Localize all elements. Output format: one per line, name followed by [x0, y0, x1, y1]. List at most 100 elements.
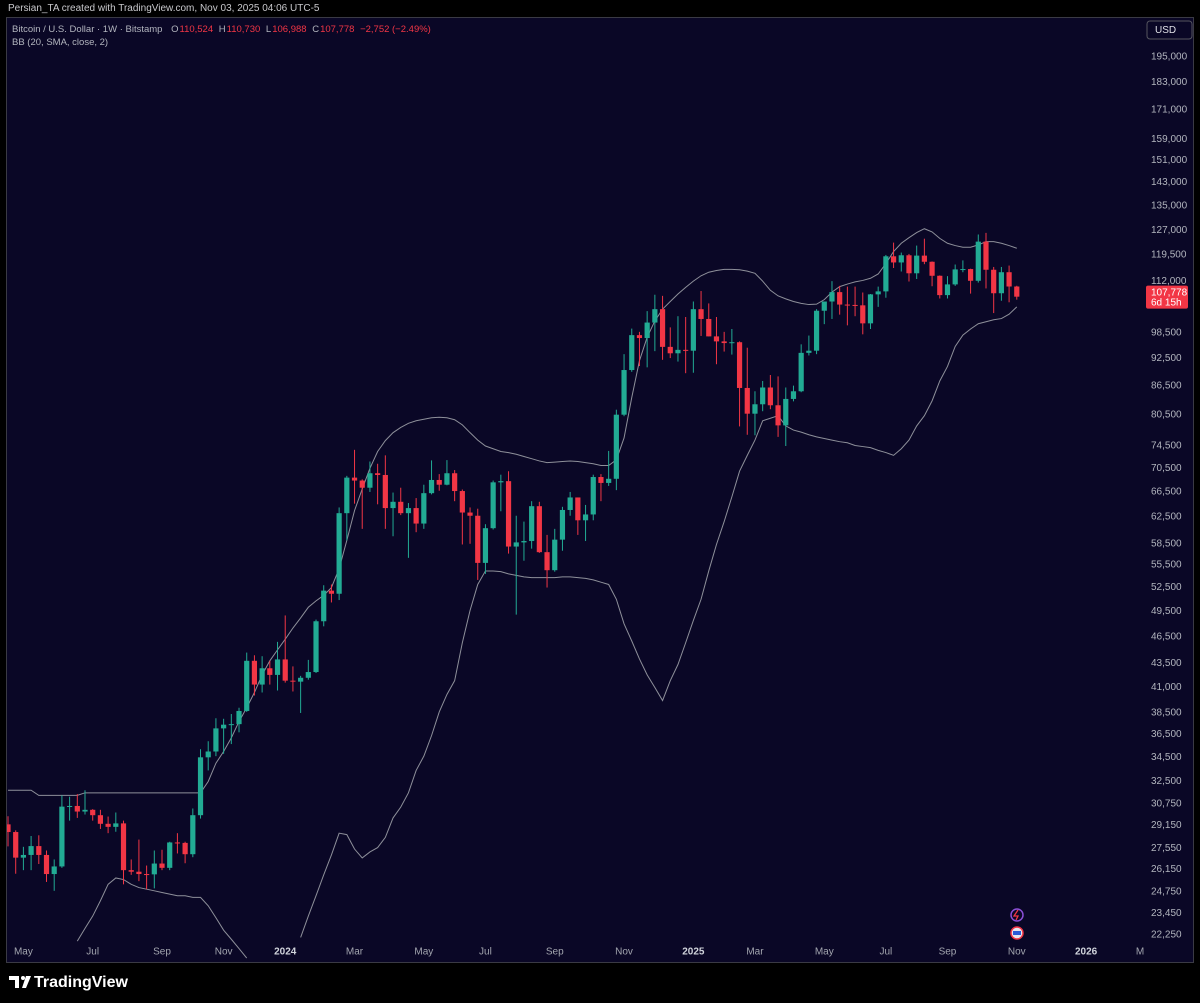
candle-body: [359, 480, 365, 488]
candle-body: [929, 261, 935, 276]
y-tick-label: 135,000: [1151, 200, 1188, 211]
candle-body: [367, 473, 373, 488]
x-tick-label: Jul: [879, 947, 892, 958]
candle-body: [644, 322, 650, 339]
candle-body: [713, 336, 720, 342]
candle-body: [167, 842, 173, 868]
candle-body: [991, 269, 997, 294]
candle-body: [867, 294, 874, 324]
candle-body: [821, 301, 827, 311]
candle-body: [13, 832, 19, 858]
x-tick-label: Jul: [86, 947, 99, 958]
candle-body: [513, 542, 519, 547]
candle-body: [298, 677, 304, 682]
candle-body: [998, 272, 1004, 294]
x-tick-label: Nov: [1008, 947, 1026, 958]
x-tick-label: Mar: [746, 947, 764, 958]
ohlc-value: 107,778: [320, 24, 355, 35]
candle-body: [767, 387, 773, 406]
x-tick-label: May: [14, 947, 33, 958]
y-tick-label: 43,500: [1151, 658, 1182, 669]
y-tick-label: 66,500: [1151, 487, 1182, 498]
candle-body: [944, 284, 951, 296]
y-tick-label: 41,000: [1151, 682, 1182, 693]
candle-body: [775, 405, 781, 426]
candle-body: [67, 805, 73, 807]
candle-body: [829, 292, 835, 302]
candle-body: [190, 815, 196, 855]
candle-body: [621, 370, 627, 415]
event-icon-glyph: [1012, 909, 1020, 921]
candle-body: [274, 659, 281, 675]
candle-body: [983, 241, 989, 270]
y-tick-label: 143,000: [1151, 177, 1188, 188]
candle-body: [613, 414, 619, 479]
y-tick-label: 127,000: [1151, 225, 1188, 236]
x-tick-label: Nov: [215, 947, 233, 958]
y-tick-label: 30,750: [1151, 798, 1182, 809]
candle-body: [20, 854, 27, 858]
brand-logo: TradingView: [9, 974, 129, 991]
candle-body: [74, 805, 80, 812]
band-line: [8, 228, 1017, 796]
candle-body: [698, 309, 704, 319]
candle-body: [567, 497, 573, 510]
candle-body: [813, 310, 820, 351]
candle-body: [675, 349, 681, 354]
candle-body: [28, 846, 34, 855]
header: Persian_TA created with TradingView.com,…: [8, 3, 320, 14]
x-tick-label: May: [815, 947, 834, 958]
candle-body: [136, 871, 142, 875]
y-tick-label: 27,550: [1151, 843, 1182, 854]
x-tick-label: M: [1136, 947, 1144, 958]
candle-body: [659, 309, 666, 347]
candle-body: [729, 342, 735, 344]
y-tick-label: 80,500: [1151, 409, 1182, 420]
y-tick-label: 98,500: [1151, 328, 1182, 339]
candle-body: [382, 474, 388, 509]
brand-icon: [22, 976, 31, 988]
ohlc-key: C: [312, 24, 320, 35]
candle-body: [575, 497, 581, 521]
x-tick-label: Jul: [479, 947, 492, 958]
price-tag-label: 107,778: [1151, 287, 1188, 298]
y-tick-label: 86,500: [1151, 380, 1182, 391]
chart-frame: [6, 17, 1194, 963]
y-tick-label: 46,500: [1151, 631, 1182, 642]
y-tick-label: 151,000: [1151, 155, 1188, 166]
candle-body: [806, 350, 812, 353]
candle-body: [529, 506, 535, 542]
candle-body: [444, 473, 450, 485]
ohlc-key: L: [265, 24, 272, 35]
candle-body: [505, 481, 512, 547]
y-tick-label: 38,500: [1151, 708, 1182, 719]
candle-body: [197, 757, 204, 816]
currency-button[interactable]: [1146, 20, 1193, 40]
candle-body: [36, 846, 42, 855]
candle-body: [336, 513, 342, 594]
candle-body: [890, 256, 897, 263]
y-tick-label: 55,500: [1151, 560, 1182, 571]
candle-body: [798, 352, 804, 392]
y-tick-label: 183,000: [1151, 77, 1188, 88]
candle-body: [860, 305, 866, 324]
ohlc-key: H: [218, 24, 226, 35]
candle-body: [436, 479, 442, 485]
candle-body: [390, 501, 396, 509]
event-icon[interactable]: [1010, 908, 1024, 922]
candle-body: [636, 335, 643, 339]
event-icons: [1010, 908, 1024, 940]
candle-body: [552, 539, 558, 571]
y-tick-label: 49,500: [1151, 606, 1182, 617]
candle-body: [174, 842, 181, 844]
price-tag: [1146, 285, 1188, 309]
currency-label: USD: [1155, 25, 1176, 36]
candle-body: [544, 552, 550, 571]
candle-body: [598, 477, 604, 483]
band-line: [76, 306, 1018, 959]
candle-body: [967, 269, 974, 281]
candle-body: [667, 346, 673, 354]
ohlc-key: O: [171, 24, 179, 35]
x-tick-label: Sep: [153, 947, 171, 958]
plot-area: [7, 228, 1020, 959]
